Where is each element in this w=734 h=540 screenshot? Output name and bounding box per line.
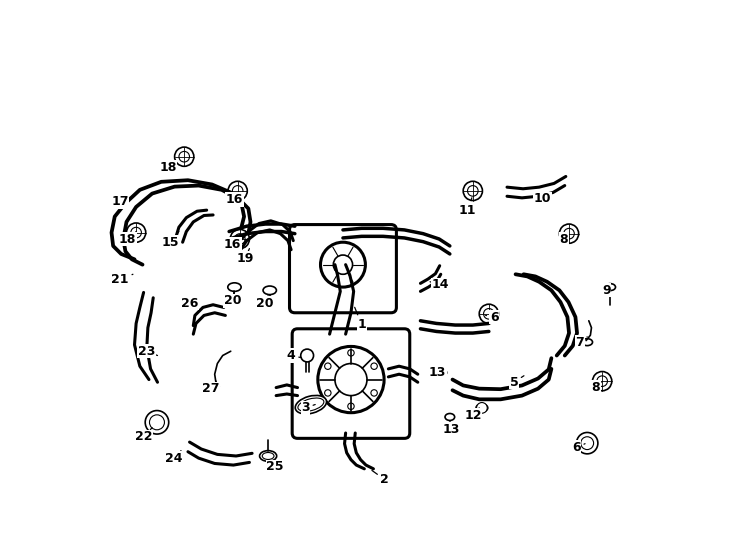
Text: 5: 5 [509, 376, 524, 389]
Text: 4: 4 [287, 349, 301, 362]
Text: 6: 6 [573, 441, 585, 454]
Text: 15: 15 [161, 232, 179, 249]
Ellipse shape [298, 398, 324, 411]
Circle shape [559, 224, 578, 244]
Text: 25: 25 [266, 460, 284, 473]
Text: 8: 8 [559, 233, 569, 246]
Circle shape [234, 234, 245, 244]
Circle shape [228, 181, 247, 200]
Circle shape [321, 242, 366, 287]
Text: 24: 24 [164, 451, 182, 464]
Text: 20: 20 [224, 292, 241, 307]
Circle shape [371, 390, 377, 396]
Circle shape [230, 230, 250, 248]
Text: 23: 23 [138, 345, 158, 357]
Text: 8: 8 [592, 381, 601, 394]
Text: 26: 26 [181, 296, 198, 309]
Circle shape [324, 390, 331, 396]
Circle shape [576, 433, 598, 454]
Text: 16: 16 [224, 238, 241, 251]
Text: 14: 14 [430, 279, 449, 292]
Circle shape [371, 363, 377, 369]
Text: 17: 17 [112, 195, 133, 208]
Ellipse shape [262, 453, 274, 460]
Circle shape [175, 147, 194, 166]
Ellipse shape [445, 414, 454, 421]
Text: 27: 27 [202, 381, 219, 395]
Ellipse shape [260, 451, 277, 461]
Ellipse shape [263, 286, 277, 295]
Text: 1: 1 [355, 307, 366, 331]
Text: 18: 18 [119, 232, 137, 246]
Circle shape [318, 347, 384, 413]
Ellipse shape [437, 369, 446, 376]
Circle shape [597, 376, 608, 387]
Text: 18: 18 [159, 161, 177, 174]
Ellipse shape [210, 383, 219, 390]
Text: 21: 21 [112, 273, 133, 286]
Text: 20: 20 [255, 296, 273, 309]
Circle shape [179, 151, 189, 162]
Circle shape [335, 363, 367, 396]
Text: 19: 19 [236, 248, 254, 265]
Circle shape [581, 437, 594, 450]
Circle shape [348, 349, 355, 356]
Text: 11: 11 [459, 198, 476, 217]
FancyBboxPatch shape [292, 329, 410, 438]
Ellipse shape [476, 404, 488, 412]
Circle shape [301, 349, 313, 362]
Ellipse shape [582, 339, 592, 346]
Text: 10: 10 [534, 192, 551, 205]
Circle shape [348, 403, 355, 409]
Text: 22: 22 [135, 428, 153, 443]
Text: 9: 9 [602, 284, 611, 297]
Circle shape [463, 181, 482, 200]
FancyBboxPatch shape [289, 225, 396, 313]
Circle shape [324, 363, 331, 369]
Text: 6: 6 [486, 310, 498, 323]
Circle shape [233, 186, 243, 196]
Ellipse shape [295, 395, 327, 414]
Circle shape [479, 304, 498, 323]
Text: 13: 13 [429, 366, 446, 379]
Text: 12: 12 [464, 408, 482, 422]
Circle shape [145, 410, 169, 434]
Circle shape [131, 227, 142, 238]
Circle shape [592, 372, 611, 391]
Text: 2: 2 [372, 470, 389, 486]
Circle shape [484, 308, 494, 319]
Circle shape [468, 186, 478, 196]
Text: 7: 7 [575, 336, 587, 349]
Text: 16: 16 [226, 193, 243, 206]
Circle shape [564, 228, 574, 239]
Circle shape [476, 402, 487, 413]
Ellipse shape [605, 284, 616, 291]
Text: 13: 13 [443, 421, 460, 436]
Ellipse shape [228, 283, 241, 292]
Circle shape [126, 223, 146, 242]
Text: 3: 3 [301, 401, 315, 414]
Circle shape [150, 415, 164, 430]
Circle shape [333, 255, 352, 274]
